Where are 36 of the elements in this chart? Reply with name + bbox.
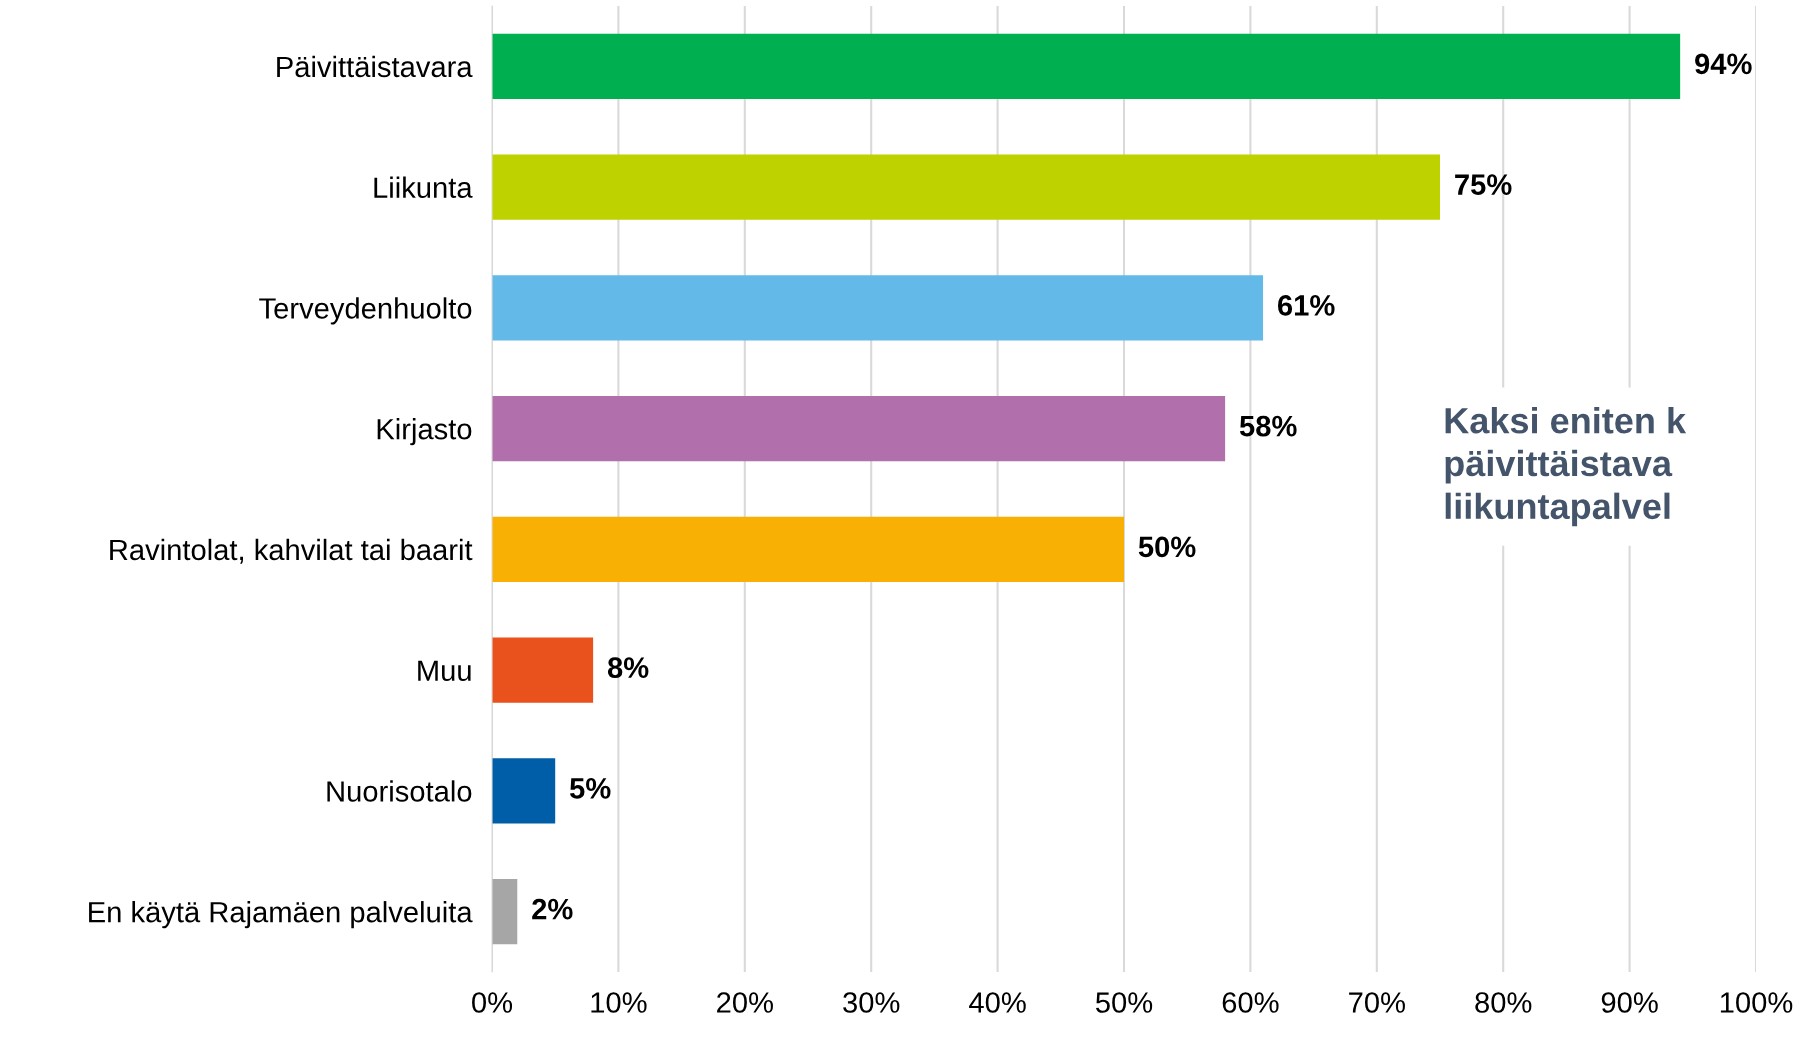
bar: [492, 275, 1264, 341]
data-label: 61%: [1278, 295, 1335, 316]
y-tick-label: Muu: [418, 660, 471, 681]
y-tick-label: Terveydenhuolto: [259, 297, 472, 325]
x-tick-label: 90%: [1601, 992, 1658, 1013]
bar: [492, 516, 1124, 582]
x-tick-label: 40%: [969, 992, 1026, 1013]
bar: [492, 879, 518, 945]
data-label: 5%: [569, 778, 611, 799]
x-tick-label: 0%: [472, 992, 513, 1013]
y-tick-label: Päivittäistavara: [277, 55, 473, 78]
x-tick-label: 100%: [1720, 992, 1793, 1013]
x-tick-label: 80%: [1475, 992, 1532, 1013]
x-tick-label: 70%: [1349, 992, 1405, 1013]
bar: [492, 154, 1440, 220]
y-tick-label: Kirjasto: [377, 418, 472, 446]
y-tick-label: Nuorisotalo: [327, 780, 472, 802]
data-label: 75%: [1455, 174, 1512, 195]
bar: [492, 396, 1226, 462]
bar: [492, 637, 594, 703]
x-tick-label: 60%: [1222, 992, 1279, 1013]
annotation: Kaksi eniten k päivittäistava liikuntapalvel: [1445, 407, 1687, 527]
data-label: 58%: [1239, 415, 1297, 437]
data-label: 94%: [1695, 53, 1752, 75]
bar: [492, 758, 556, 824]
bar: [492, 33, 1681, 99]
data-label: 2%: [532, 898, 573, 920]
y-tick-label: Ravintolat, kahvilat tai baarit: [110, 538, 473, 564]
y-tick-label: Liikunta: [374, 176, 473, 198]
data-label: 8%: [607, 657, 649, 678]
x-tick-label: 10%: [591, 992, 647, 1013]
x-tick-label: 20%: [717, 992, 773, 1013]
x-tick-label: 30%: [843, 992, 900, 1013]
x-tick-label: 50%: [1095, 992, 1153, 1013]
y-tick-label: En käytä Rajamäen palveluita: [89, 901, 473, 929]
data-label: 50%: [1138, 536, 1196, 558]
